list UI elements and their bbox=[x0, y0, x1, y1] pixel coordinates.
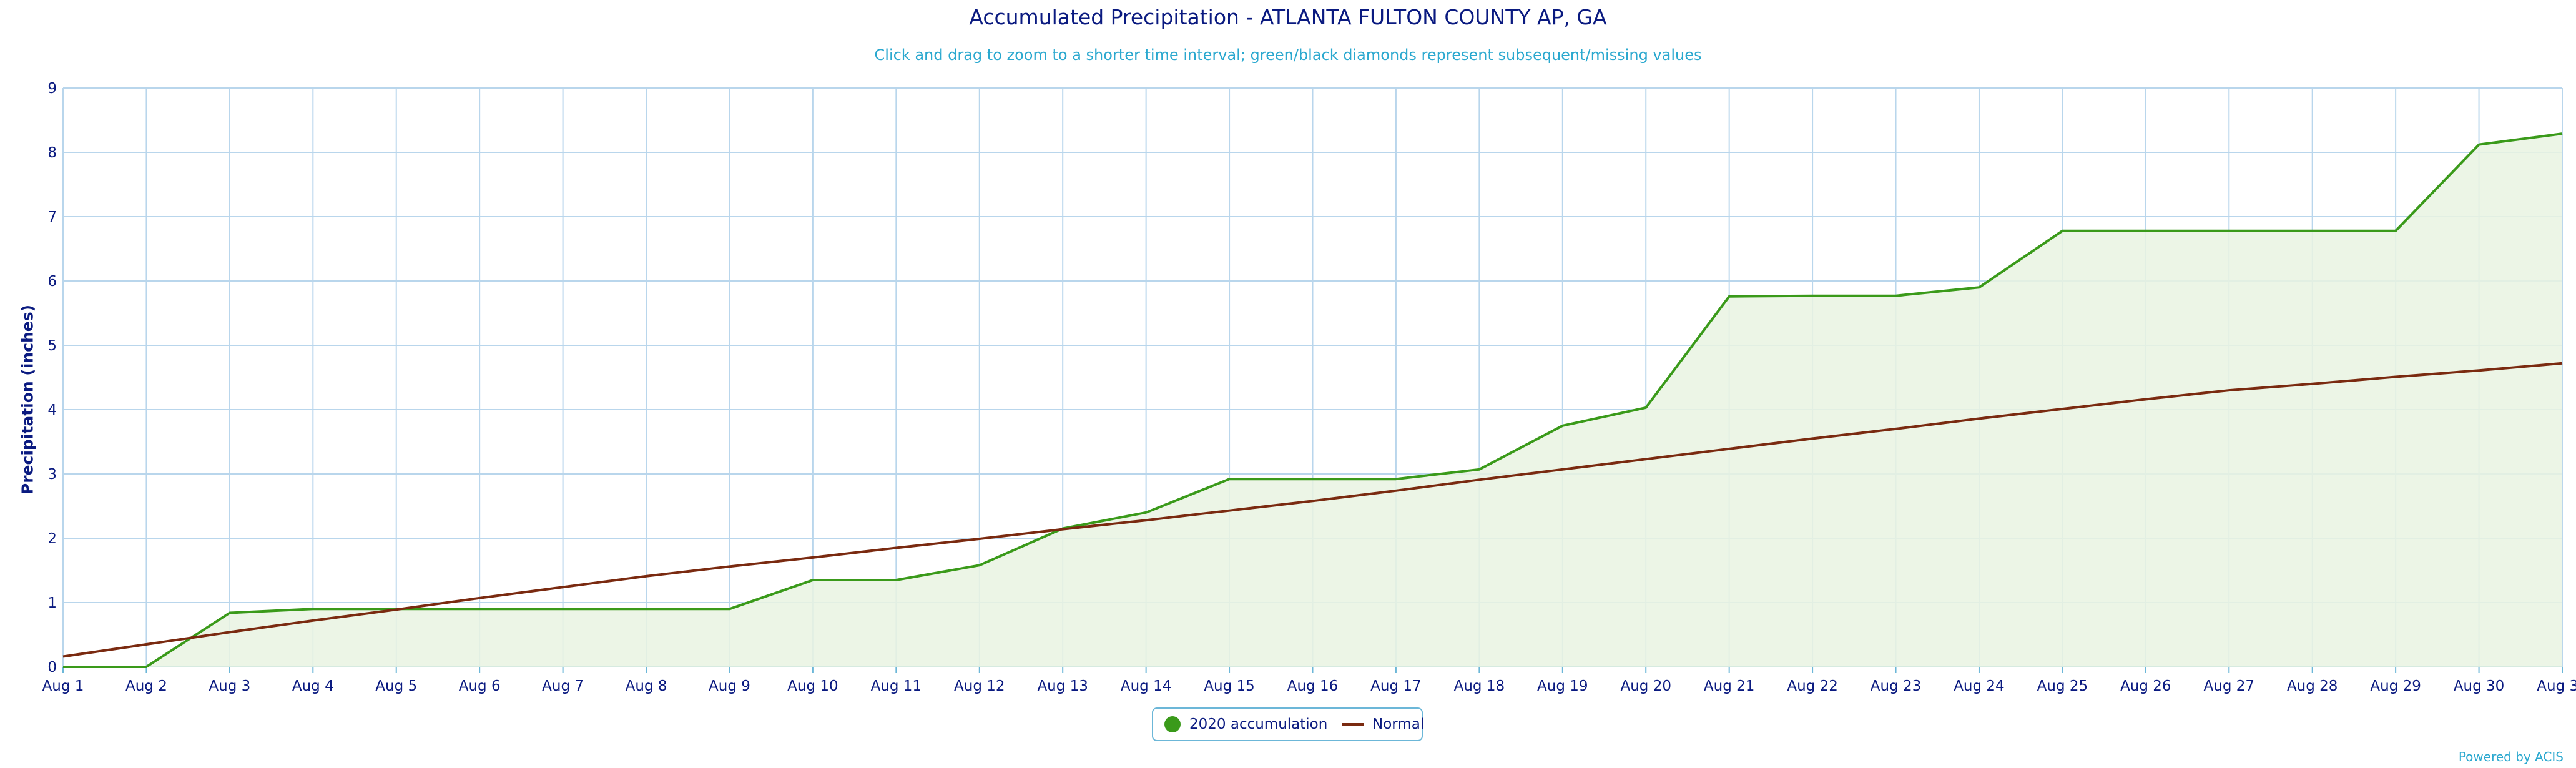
x-tick-label: Aug 12 bbox=[954, 678, 1005, 694]
y-tick-label: 0 bbox=[47, 659, 57, 676]
x-tick-label: Aug 8 bbox=[626, 678, 667, 694]
accumulation-line bbox=[63, 132, 2563, 668]
x-tick-label: Aug 9 bbox=[709, 678, 750, 694]
x-tick-label: Aug 11 bbox=[871, 678, 922, 694]
credit-link[interactable]: Powered by ACIS bbox=[2458, 749, 2564, 764]
x-tick-label: Aug 28 bbox=[2287, 678, 2338, 694]
y-tick-label: 2 bbox=[47, 531, 57, 547]
tick-layer: 0 1 2 3 4 5 6 7 8 9 Aug 1 Aug 2 Aug 3 Aug 4 Aug 5 Aug 6… bbox=[42, 81, 2576, 694]
normal-line bbox=[62, 362, 2563, 658]
x-tick-label: Aug 21 bbox=[1704, 678, 1755, 694]
x-tick-label: Aug 5 bbox=[375, 678, 417, 694]
x-tick-label: Aug 15 bbox=[1204, 678, 1255, 694]
accumulation-area bbox=[63, 134, 2562, 667]
y-tick-label: 9 bbox=[47, 81, 57, 97]
x-tick-label: Aug 30 bbox=[2454, 678, 2505, 694]
x-tick-label: Aug 29 bbox=[2370, 678, 2421, 694]
y-tick-label: 7 bbox=[47, 209, 57, 225]
legend-marker-normal bbox=[1342, 723, 1364, 726]
legend-label-accumulation: 2020 accumulation bbox=[1189, 716, 1328, 732]
x-tick-label: Aug 17 bbox=[1370, 678, 1422, 694]
legend-label-normal: Normal bbox=[1372, 716, 1425, 732]
x-tick-label: Aug 10 bbox=[787, 678, 838, 694]
y-tick-label: 1 bbox=[47, 595, 57, 611]
legend-item-normal[interactable]: Normal bbox=[1342, 709, 1424, 740]
chart-title: Accumulated Precipitation - ATLANTA FULT… bbox=[969, 5, 1607, 29]
x-tick-label: Aug 26 bbox=[2120, 678, 2171, 694]
x-tick-label: Aug 22 bbox=[1787, 678, 1838, 694]
y-tick-label: 8 bbox=[47, 145, 57, 161]
x-tick-label: Aug 20 bbox=[1620, 678, 1671, 694]
x-tick-label: Aug 24 bbox=[1954, 678, 2005, 694]
area-layer bbox=[63, 134, 2562, 667]
x-tick-label: Aug 13 bbox=[1037, 678, 1088, 694]
x-tick-label: Aug 2 bbox=[125, 678, 167, 694]
line-layer bbox=[62, 132, 2563, 668]
x-tick-label: Aug 31 bbox=[2537, 678, 2576, 694]
y-tick-label: 3 bbox=[47, 466, 57, 483]
x-tick-label: Aug 4 bbox=[292, 678, 334, 694]
x-tick-label: Aug 6 bbox=[459, 678, 501, 694]
x-tick-label: Aug 19 bbox=[1537, 678, 1588, 694]
y-tick-label: 6 bbox=[47, 273, 57, 290]
y-tick-label: 4 bbox=[47, 402, 57, 418]
x-tick-label: Aug 27 bbox=[2204, 678, 2255, 694]
x-tick-label: Aug 16 bbox=[1287, 678, 1339, 694]
y-tick-label: 5 bbox=[47, 338, 57, 354]
x-tick-label: Aug 25 bbox=[2037, 678, 2088, 694]
legend-marker-accumulation bbox=[1164, 716, 1181, 732]
x-tick-label: Aug 3 bbox=[209, 678, 250, 694]
x-tick-label: Aug 18 bbox=[1454, 678, 1505, 694]
x-tick-label: Aug 14 bbox=[1121, 678, 1172, 694]
x-tick-label: Aug 7 bbox=[542, 678, 584, 694]
x-tick-label: Aug 1 bbox=[42, 678, 84, 694]
x-tick-label: Aug 23 bbox=[1871, 678, 1922, 694]
legend-item-accumulation[interactable]: 2020 accumulation bbox=[1164, 709, 1327, 740]
chart-subtitle: Click and drag to zoom to a shorter time… bbox=[874, 46, 1702, 64]
legend: 2020 accumulation Normal bbox=[1152, 707, 1424, 741]
